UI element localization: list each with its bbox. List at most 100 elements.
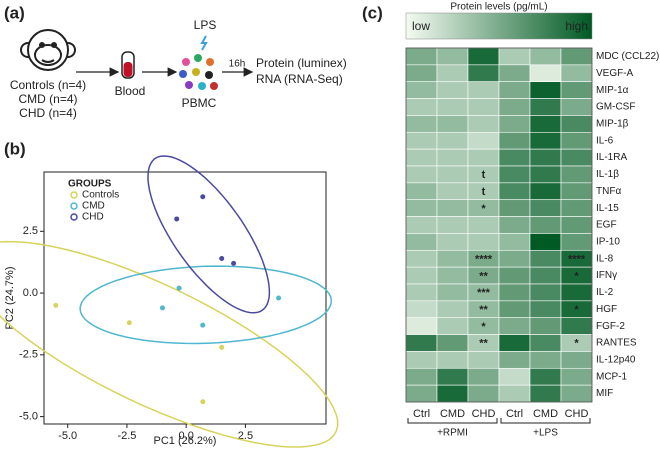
significance-label: * xyxy=(574,304,579,316)
heatmap-cell xyxy=(405,300,438,319)
output-label: Protein (luminex) xyxy=(256,56,347,70)
heatmap-cell xyxy=(498,249,531,268)
heatmap-cell xyxy=(405,317,438,335)
heatmap-cell xyxy=(436,233,469,251)
heatmap-cell xyxy=(498,115,531,133)
heatmap-cell xyxy=(405,64,438,83)
legend-marker xyxy=(70,191,78,199)
legend-label: Controls xyxy=(82,190,119,201)
y-tick-label: -5.0 xyxy=(19,410,38,422)
heatmap-cell xyxy=(529,199,562,217)
legend-marker xyxy=(70,202,78,210)
x-tick-label: 2.5 xyxy=(238,430,253,442)
heatmap-cell xyxy=(529,182,562,201)
stimulus-label: LPS xyxy=(194,18,217,32)
group-bracket xyxy=(407,418,498,424)
heatmap-cell xyxy=(529,249,562,268)
heatmap-cell xyxy=(529,81,562,99)
heatmap-cell xyxy=(436,266,469,285)
row-label: MDC (CCL22) xyxy=(596,51,659,62)
heatmap-cell xyxy=(498,300,531,319)
heatmap-cell xyxy=(436,182,469,201)
heatmap-cell xyxy=(498,283,531,302)
heatmap-cell xyxy=(436,367,469,386)
group-bracket xyxy=(500,418,591,424)
legend-label: CHD xyxy=(82,212,104,223)
heatmap-cell xyxy=(498,334,531,352)
y-axis-label: PC2 (24.7%) xyxy=(4,267,16,330)
point xyxy=(200,194,206,200)
heatmap-cell xyxy=(529,47,562,66)
heatmap-cell xyxy=(405,367,438,386)
heatmap-cell xyxy=(560,182,593,201)
row-label: MIP-1α xyxy=(596,85,629,96)
heatmap-cell xyxy=(498,199,531,217)
x-tick-label: -2.5 xyxy=(117,430,136,442)
heatmap-cell xyxy=(498,98,531,116)
group-label: Controls (n=4) xyxy=(10,78,86,92)
heatmap-cell xyxy=(405,182,438,201)
cells-label: PBMC xyxy=(182,96,217,110)
heatmap-cell xyxy=(560,199,593,217)
significance-label: ** xyxy=(479,270,488,282)
heatmap-cell xyxy=(529,300,562,319)
confidence-ellipse xyxy=(147,155,271,314)
significance-label: *** xyxy=(477,287,491,299)
x-tick-label: -5.0 xyxy=(58,430,77,442)
significance-label: * xyxy=(574,338,579,350)
heatmap-cell xyxy=(405,334,438,352)
heatmap-cell xyxy=(560,367,593,386)
heatmap-cell xyxy=(529,64,562,83)
heatmap-cell xyxy=(405,165,438,184)
row-label: IFNγ xyxy=(596,270,617,281)
heatmap-cell xyxy=(436,98,469,116)
row-label: VEGF-A xyxy=(596,68,634,79)
heatmap-cell xyxy=(498,182,531,201)
heatmap-cell xyxy=(467,47,500,66)
heatmap-cell xyxy=(498,47,531,66)
row-label: IP-10 xyxy=(596,236,620,247)
heatmap-cell xyxy=(467,384,500,403)
heatmap-cell xyxy=(405,115,438,133)
heatmap-cell xyxy=(560,216,593,234)
legend-title: GROUPS xyxy=(68,179,112,190)
blood-tube xyxy=(121,51,135,79)
heatmap-cell xyxy=(436,199,469,217)
row-label: IL-15 xyxy=(596,203,619,214)
heatmap-cell xyxy=(405,384,438,403)
column-label: CHD xyxy=(472,408,496,420)
heatmap-cell xyxy=(405,47,438,66)
row-label: FGF-2 xyxy=(596,321,625,332)
heatmap-cell xyxy=(529,148,562,167)
point xyxy=(219,255,225,261)
row-label: EGF xyxy=(596,220,617,231)
heatmap-cell xyxy=(529,266,562,285)
heatmap-cell xyxy=(529,351,562,369)
heatmap-cell xyxy=(560,81,593,99)
heatmap-cell xyxy=(529,233,562,251)
heatmap-cell xyxy=(405,283,438,302)
heatmap-cell xyxy=(436,317,469,335)
heatmap-cell xyxy=(560,317,593,335)
heatmap-cell xyxy=(498,81,531,99)
heatmap-cell xyxy=(436,283,469,302)
heatmap-cell xyxy=(467,131,500,150)
row-label: MIF xyxy=(596,388,613,399)
heatmap-cell xyxy=(405,199,438,217)
point xyxy=(200,399,206,405)
point xyxy=(176,285,182,291)
heatmap-cell xyxy=(560,115,593,133)
heatmap-cell xyxy=(529,165,562,184)
x-axis-label: PC1 (26.2%) xyxy=(154,435,217,447)
heatmap-cell xyxy=(529,367,562,386)
heatmap-cell xyxy=(436,165,469,184)
point xyxy=(126,320,132,326)
heatmap-cell xyxy=(436,351,469,369)
heatmap-cell xyxy=(498,367,531,386)
significance-label: ** xyxy=(479,338,488,350)
heatmap-cell xyxy=(405,81,438,99)
heatmap-cell xyxy=(498,64,531,83)
column-label: CHD xyxy=(565,408,589,420)
point xyxy=(231,260,237,266)
row-label: IL-1RA xyxy=(596,152,627,163)
